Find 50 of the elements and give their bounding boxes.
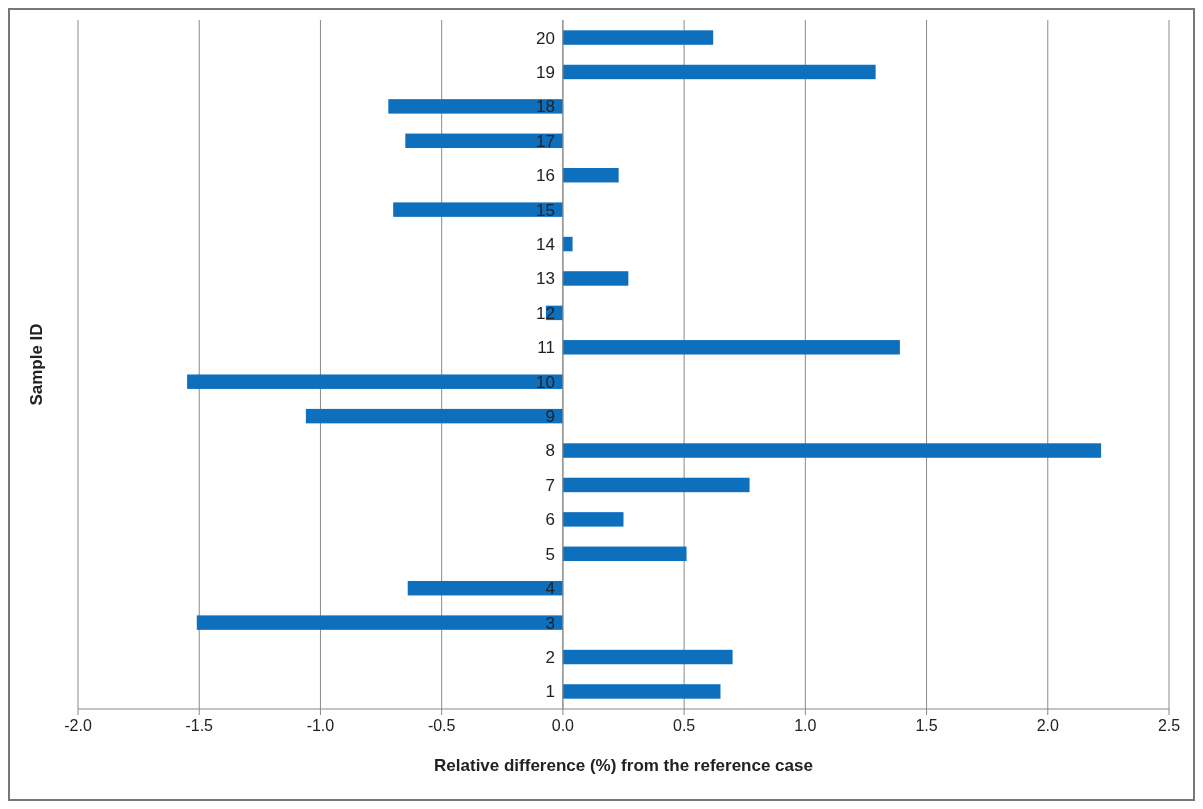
y-tick-label: 15: [535, 200, 555, 220]
bar: [407, 580, 563, 596]
x-tick-label: -0.5: [427, 717, 456, 734]
y-tick-label: 4: [545, 579, 555, 599]
bar: [562, 64, 876, 80]
y-tick-label: 6: [545, 510, 555, 530]
x-tick-label: -1.0: [306, 717, 335, 734]
y-tick-label: 13: [535, 269, 555, 289]
x-tick-label: -1.5: [185, 717, 214, 734]
y-tick-label: 1: [545, 682, 555, 702]
y-tick-label: 9: [545, 407, 555, 427]
x-tick-label: 1.0: [794, 717, 817, 734]
bar: [388, 99, 563, 114]
bar: [562, 167, 619, 183]
y-tick-label: 11: [537, 338, 555, 358]
y-tick-label: 2: [545, 647, 555, 667]
x-tick-label: -2.0: [64, 717, 92, 734]
y-tick-label: 5: [545, 544, 555, 564]
x-tick-label: 2.5: [1157, 717, 1181, 734]
bar: [305, 408, 563, 424]
x-tick-label: 2.0: [1036, 717, 1059, 734]
y-tick-label: 8: [545, 441, 555, 461]
y-tick-label: 17: [535, 131, 555, 151]
bar: [187, 374, 563, 389]
bar: [562, 236, 573, 252]
x-tick-label: 0.0: [551, 717, 575, 734]
bar: [562, 340, 900, 355]
bar: [562, 30, 714, 45]
bar: [562, 649, 733, 665]
y-tick-label: 10: [535, 372, 555, 392]
y-tick-label: 3: [545, 613, 555, 633]
x-axis-title: Relative difference (%) from the reference case: [434, 756, 813, 775]
x-tick-label: 0.5: [672, 717, 696, 734]
y-tick-label: 19: [535, 62, 555, 82]
x-tick-label: 1.5: [915, 717, 938, 734]
bar: [562, 512, 624, 527]
bar: [562, 477, 750, 493]
bar: [562, 684, 721, 699]
y-tick-label: 16: [535, 166, 555, 186]
bar: [405, 133, 563, 149]
y-tick-label: 20: [535, 28, 555, 48]
bar: [196, 615, 563, 630]
bar: [562, 443, 1102, 458]
y-axis-title: Sample ID: [27, 323, 46, 406]
bar: [393, 202, 563, 217]
bar: [562, 546, 687, 562]
bar: [562, 271, 629, 286]
y-tick-label: 7: [545, 475, 555, 495]
y-tick-label: 18: [535, 97, 555, 117]
y-tick-label: 14: [535, 235, 555, 254]
